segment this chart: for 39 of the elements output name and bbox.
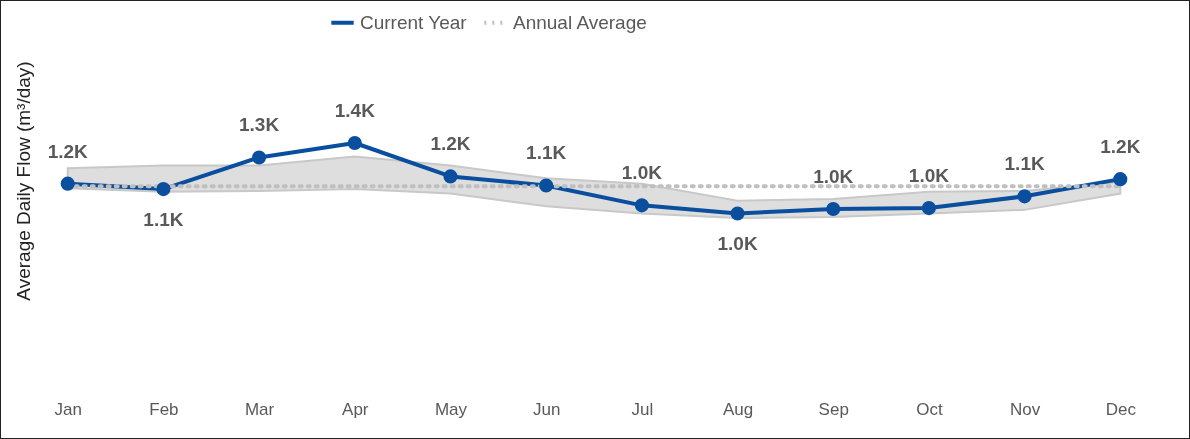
legend-label: Current Year (360, 11, 468, 33)
point (60, 176, 75, 191)
x-tick-label: Mar (244, 399, 275, 419)
x-tick-label: Feb (149, 399, 179, 419)
x-tick-label: Jul (631, 399, 654, 419)
x-tick-label: Apr (342, 399, 369, 419)
point (1113, 172, 1128, 187)
data-label: 1.2K (47, 140, 89, 162)
data-label: 1.0K (813, 165, 854, 187)
point (347, 135, 362, 151)
x-tick-label: Oct (916, 399, 943, 419)
point (443, 169, 458, 184)
legend-label: Annual Average (513, 11, 647, 33)
point (1017, 189, 1032, 204)
point (252, 150, 267, 165)
data-label: 1.1K (1004, 153, 1045, 175)
y-axis-title: Average Daily Flow (m³/day) (12, 61, 34, 301)
x-tick-label: May (434, 399, 468, 419)
data-label: 1.2K (1100, 136, 1141, 158)
data-label: 1.4K (334, 100, 376, 121)
data-label: 1.3K (239, 114, 280, 136)
point (921, 201, 936, 216)
data-label: 1.1K (526, 142, 567, 164)
data-label: 1.0K (717, 233, 758, 255)
data-label: 1.2K (430, 133, 471, 155)
data-label: 1.0K (908, 165, 950, 187)
point (730, 206, 745, 221)
x-tick-label: Nov (1009, 399, 1041, 419)
point (539, 178, 554, 193)
data-label: 1.0K (621, 162, 663, 184)
x-tick-label: Aug (722, 399, 754, 419)
x-tick-label: Sep (818, 399, 849, 419)
point (826, 201, 841, 217)
point (156, 182, 171, 197)
data-label: 1.1K (143, 209, 184, 231)
x-tick-label: Jun (532, 399, 561, 419)
point (634, 198, 649, 213)
x-tick-label: Dec (1105, 399, 1137, 419)
x-tick-label: Jan (54, 399, 82, 419)
